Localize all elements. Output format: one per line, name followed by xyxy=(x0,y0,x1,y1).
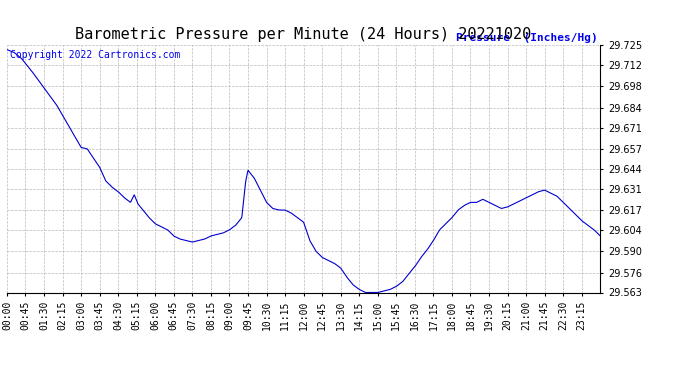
Text: Copyright 2022 Cartronics.com: Copyright 2022 Cartronics.com xyxy=(10,50,180,60)
Title: Barometric Pressure per Minute (24 Hours) 20221020: Barometric Pressure per Minute (24 Hours… xyxy=(75,27,532,42)
Text: Pressure  (Inches/Hg): Pressure (Inches/Hg) xyxy=(455,33,598,42)
